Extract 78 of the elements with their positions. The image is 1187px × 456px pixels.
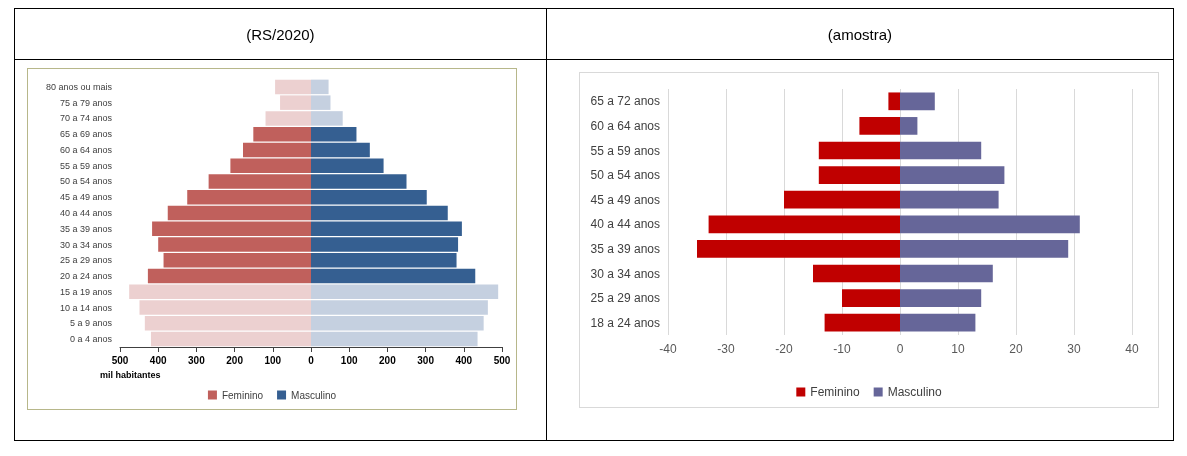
legend-label: Masculino <box>291 389 337 401</box>
y-tick-label: 0 a 4 anos <box>69 334 113 345</box>
y-tick-label: 70 a 74 anos <box>59 113 113 124</box>
bar <box>783 190 900 209</box>
y-tick-label: 60 a 64 anos <box>590 118 660 133</box>
bar <box>899 141 982 160</box>
y-tick-label: 5 a 9 anos <box>69 318 113 329</box>
x-tick-label: 200 <box>226 354 244 366</box>
legend-label: Masculino <box>887 385 942 399</box>
x-tick-label: 300 <box>188 354 206 366</box>
y-tick-label: 25 a 29 anos <box>59 255 113 266</box>
x-tick-label: -20 <box>775 342 793 356</box>
bar <box>899 166 1005 184</box>
y-tick-label: 40 a 44 anos <box>590 217 660 232</box>
bar <box>899 313 976 332</box>
bar <box>818 166 900 184</box>
bar <box>696 240 900 258</box>
y-tick-label: 18 a 24 anos <box>590 315 660 330</box>
y-tick-label: 50 a 54 anos <box>59 176 113 187</box>
y-tick-label: 55 a 59 anos <box>590 143 660 158</box>
y-tick-label: 45 a 49 anos <box>59 192 113 203</box>
bar <box>899 215 1080 234</box>
x-tick-label: 500 <box>493 354 511 366</box>
y-tick-label: 60 a 64 anos <box>59 144 113 155</box>
y-tick-label: 20 a 24 anos <box>59 271 113 282</box>
bar <box>899 264 993 283</box>
x-tick-label: 500 <box>111 354 129 366</box>
bar <box>824 313 900 332</box>
x-tick-label: 200 <box>379 354 397 366</box>
bar <box>899 289 982 307</box>
x-axis-title: mil habitantes <box>100 369 161 380</box>
bar <box>812 264 900 283</box>
x-tick-label: 0 <box>896 342 904 356</box>
y-tick-label: 25 a 29 anos <box>590 291 660 306</box>
chart-title: (RS/2020) <box>14 8 547 60</box>
bar <box>899 92 935 111</box>
bar <box>167 205 311 221</box>
y-tick-label: 35 a 39 anos <box>59 223 113 234</box>
bar <box>253 126 311 142</box>
x-tick-label: 10 <box>951 342 965 356</box>
x-tick-label: 30 <box>1067 342 1081 356</box>
x-tick-label: 20 <box>1009 342 1023 356</box>
bar <box>708 215 900 234</box>
y-tick-label: 55 a 59 anos <box>59 160 113 171</box>
bar <box>899 240 1069 258</box>
bar <box>841 289 900 307</box>
y-tick-label: 80 anos ou mais <box>45 81 113 92</box>
bar <box>311 205 448 221</box>
y-tick-label: 15 a 19 anos <box>59 286 113 297</box>
y-tick-label: 45 a 49 anos <box>590 192 660 207</box>
y-tick-label: 50 a 54 anos <box>590 168 660 183</box>
y-tick-label: 10 a 14 anos <box>59 302 113 313</box>
x-tick-label: 0 <box>308 354 315 366</box>
y-tick-label: 30 a 34 anos <box>590 266 660 281</box>
chart-title: (amostra) <box>546 8 1174 60</box>
x-tick-label: 40 <box>1125 342 1139 356</box>
x-tick-label: 300 <box>417 354 435 366</box>
x-tick-label: -40 <box>659 342 677 356</box>
bar <box>818 141 900 160</box>
y-tick-label: 65 a 72 anos <box>590 94 660 109</box>
bar <box>859 117 900 135</box>
bar <box>899 117 918 135</box>
x-tick-label: 100 <box>340 354 358 366</box>
y-tick-label: 30 a 34 anos <box>59 239 113 250</box>
legend-label: Feminino <box>810 385 860 399</box>
x-tick-label: -30 <box>717 342 735 356</box>
y-tick-label: 35 a 39 anos <box>590 241 660 256</box>
legend-label: Feminino <box>221 389 264 401</box>
y-tick-label: 40 a 44 anos <box>59 208 113 218</box>
x-tick-label: 100 <box>264 354 282 366</box>
y-tick-label: 65 a 69 anos <box>59 129 113 140</box>
bar <box>311 126 357 142</box>
bar <box>888 92 900 111</box>
x-tick-label: -10 <box>833 342 851 356</box>
x-tick-label: 400 <box>149 354 167 366</box>
bar <box>899 190 999 209</box>
x-tick-label: 400 <box>455 354 473 366</box>
y-tick-label: 75 a 79 anos <box>59 97 113 108</box>
